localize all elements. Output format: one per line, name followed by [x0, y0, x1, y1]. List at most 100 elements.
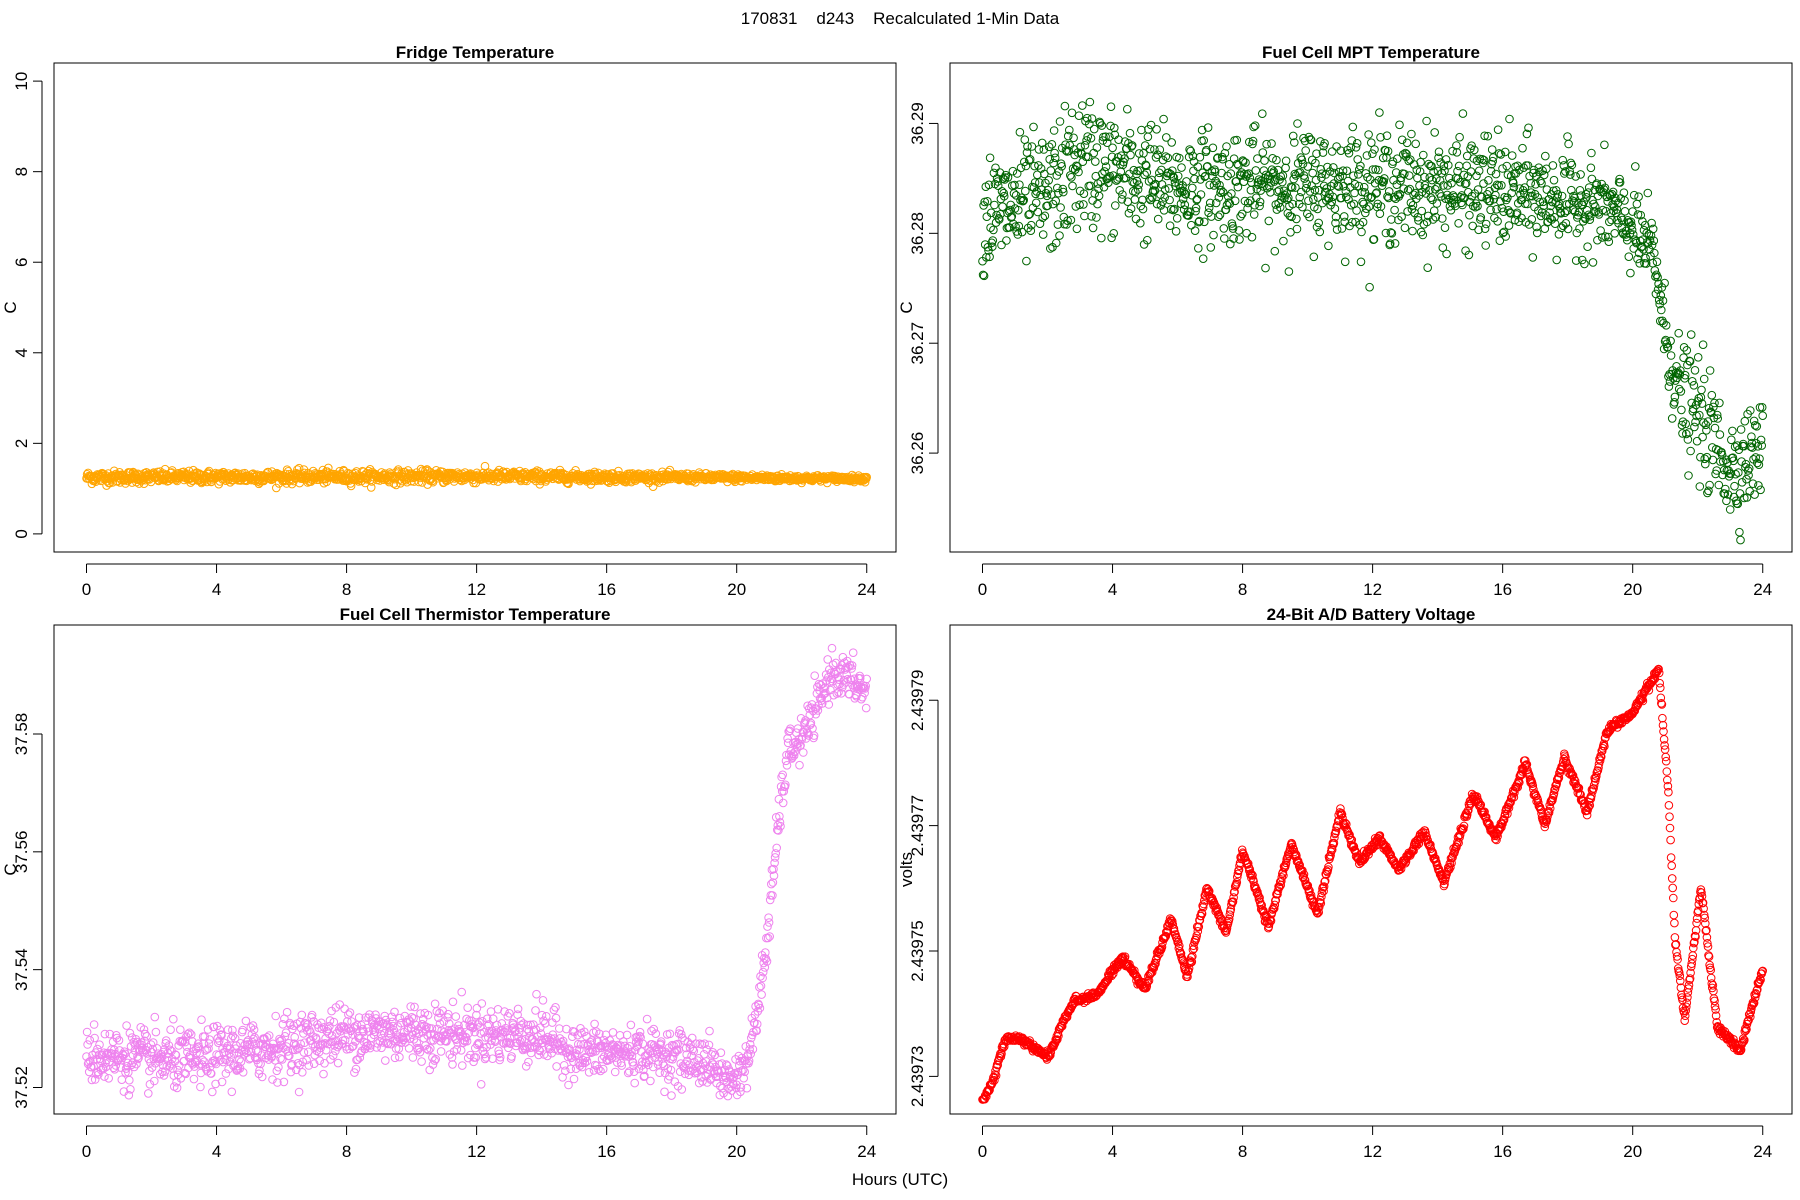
- mpt-point: [1063, 216, 1072, 225]
- thermistor-point: [646, 1076, 655, 1086]
- thermistor-point: [176, 1025, 185, 1034]
- mpt-y-tick-label: 36.26: [908, 432, 927, 475]
- mpt-point: [1134, 180, 1143, 189]
- mpt-point: [1101, 132, 1110, 141]
- mpt-point: [1206, 243, 1216, 252]
- mpt-point: [1056, 203, 1065, 212]
- mpt-point: [1073, 162, 1082, 171]
- fridge-x-axis: 0 4 8 12 16 20 24: [82, 563, 876, 599]
- fridge-x-tick-label: 0: [82, 580, 91, 599]
- mpt-point: [1226, 239, 1235, 249]
- mpt-point: [1624, 252, 1634, 262]
- mpt-point: [1074, 111, 1084, 120]
- mpt-point: [1454, 219, 1463, 228]
- mpt-point: [1423, 263, 1432, 273]
- thermistor-points: [82, 643, 872, 1101]
- mpt-point: [1208, 143, 1218, 153]
- thermistor-ylabel: C: [1, 863, 20, 875]
- mpt-point: [1697, 385, 1706, 395]
- mpt-point: [1015, 180, 1024, 189]
- thermistor-point: [861, 703, 871, 713]
- mpt-point: [1087, 212, 1096, 221]
- mpt-point: [1115, 186, 1124, 195]
- mpt-point: [1022, 148, 1032, 157]
- mpt-point: [1053, 183, 1062, 193]
- mpt-point: [1465, 210, 1474, 220]
- mpt-point: [1737, 457, 1746, 466]
- thermistor-point: [89, 1020, 99, 1029]
- mpt-point: [1009, 189, 1019, 198]
- mpt-point: [1020, 157, 1029, 167]
- mpt-point: [1172, 214, 1182, 223]
- mpt-point: [1735, 489, 1745, 498]
- thermistor-point: [569, 1074, 579, 1084]
- mpt-point: [1748, 479, 1758, 489]
- mpt-point: [1043, 201, 1052, 210]
- mpt-point: [1730, 481, 1739, 491]
- mpt-point: [1092, 143, 1102, 152]
- thermistor-point: [271, 1011, 281, 1021]
- mpt-point: [1242, 228, 1251, 238]
- mpt-point: [1710, 423, 1720, 433]
- thermistor-point: [463, 1003, 473, 1013]
- mpt-point: [1246, 196, 1255, 205]
- mpt-point: [1695, 410, 1704, 420]
- mpt-point: [1422, 116, 1431, 126]
- mpt-point: [1400, 223, 1410, 233]
- mpt-point: [1124, 208, 1134, 218]
- thermistor-x-tick-label: 8: [342, 1142, 351, 1161]
- mpt-point: [1417, 206, 1426, 216]
- fridge-point: [215, 477, 225, 486]
- mpt-point: [1035, 219, 1045, 228]
- mpt-point: [1015, 127, 1025, 137]
- thermistor-point: [151, 1027, 161, 1037]
- mpt-point: [1458, 200, 1467, 210]
- mpt-point: [1143, 132, 1153, 142]
- mpt-point: [1095, 118, 1105, 128]
- mpt-point: [1528, 253, 1538, 262]
- mpt-point: [1588, 258, 1598, 267]
- mpt-point: [1549, 175, 1559, 185]
- mpt-point: [1340, 217, 1349, 227]
- mpt-point: [1062, 220, 1071, 229]
- fridge-point: [127, 478, 137, 487]
- mpt-point: [1365, 282, 1374, 292]
- mpt-point: [1600, 140, 1609, 150]
- mpt-point: [1055, 117, 1065, 126]
- mpt-point: [1042, 191, 1052, 201]
- thermistor-point: [297, 1010, 307, 1020]
- mpt-point: [1705, 480, 1714, 490]
- fridge-point: [431, 471, 441, 480]
- thermistor-x-tick-label: 0: [82, 1142, 91, 1161]
- thermistor-point: [319, 1069, 328, 1079]
- mpt-point: [1119, 157, 1128, 167]
- mpt-point: [999, 191, 1009, 201]
- mpt-point: [1190, 226, 1200, 235]
- mpt-y-tick-label: 36.28: [908, 212, 927, 255]
- mpt-point: [1074, 167, 1083, 177]
- mpt-point: [1558, 155, 1567, 165]
- mpt-point: [1025, 155, 1035, 164]
- fridge-point: [272, 483, 281, 493]
- mpt-point: [1728, 426, 1737, 436]
- mpt-x-tick-label: 16: [1493, 580, 1512, 599]
- thermistor-point: [169, 1014, 178, 1024]
- mpt-point: [1078, 101, 1087, 110]
- mpt-point: [1507, 151, 1517, 160]
- fridge-x-tick-label: 12: [467, 580, 486, 599]
- mpt-point: [1050, 153, 1060, 163]
- mpt-point: [1046, 166, 1056, 175]
- mpt-point: [1253, 154, 1262, 163]
- mpt-point: [1634, 192, 1643, 201]
- thermistor-point: [630, 1078, 640, 1088]
- mpt-point: [1106, 102, 1116, 111]
- mpt-point: [1001, 170, 1011, 180]
- mpt-point: [1009, 219, 1018, 229]
- mpt-point: [1066, 215, 1076, 225]
- fridge-point: [293, 465, 302, 474]
- mpt-point: [1309, 252, 1319, 262]
- mpt-point: [999, 188, 1009, 198]
- mpt-point: [1340, 257, 1350, 267]
